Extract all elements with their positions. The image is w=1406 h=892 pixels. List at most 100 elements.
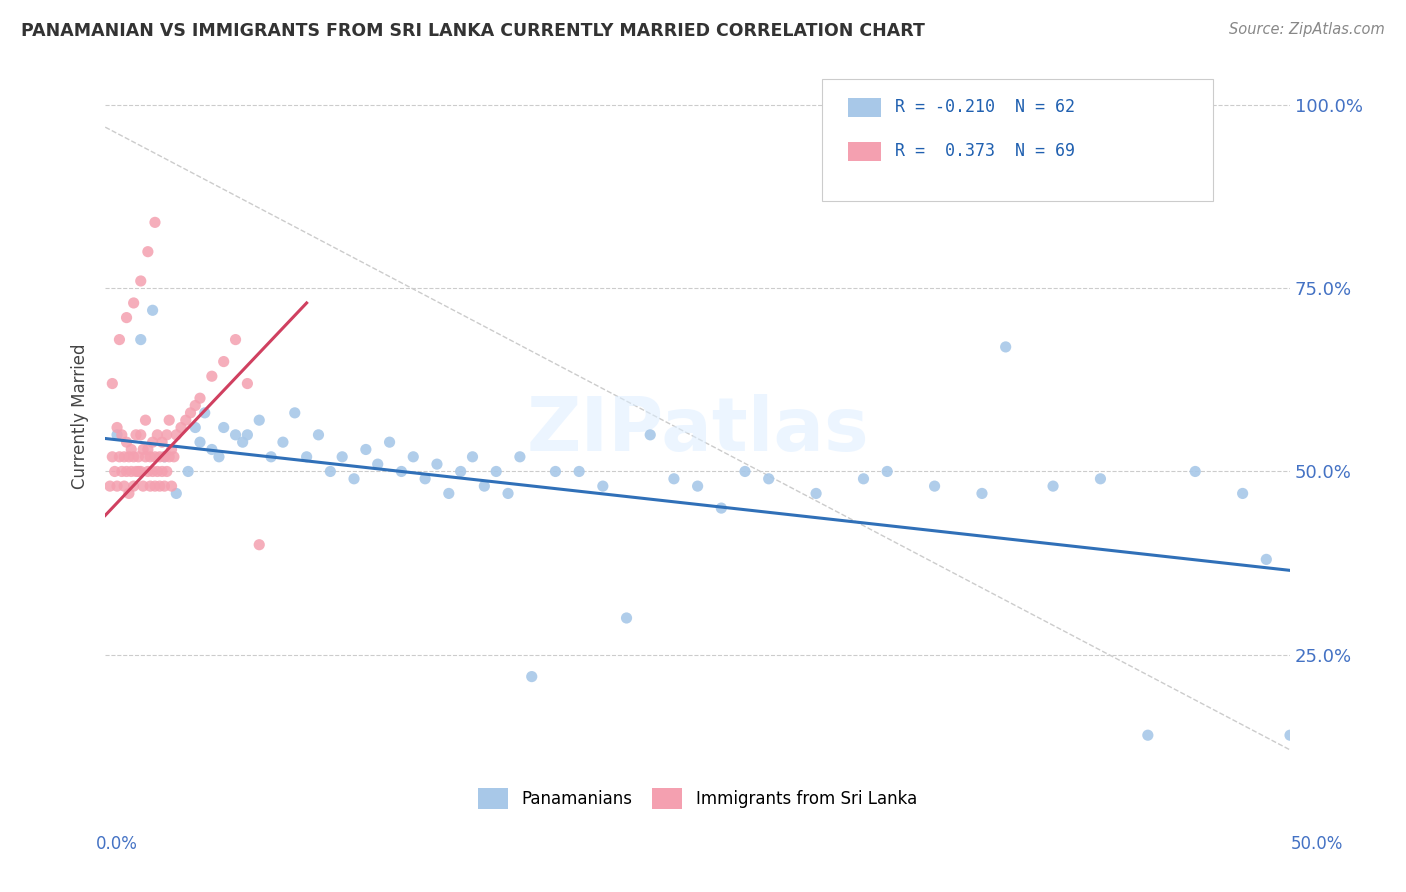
Point bbox=[139, 450, 162, 464]
Point bbox=[142, 303, 165, 318]
Point bbox=[1042, 479, 1064, 493]
Point bbox=[319, 465, 342, 479]
Point bbox=[165, 427, 187, 442]
Point bbox=[247, 413, 270, 427]
Point bbox=[568, 465, 591, 479]
Point bbox=[125, 465, 148, 479]
Point bbox=[194, 406, 217, 420]
Point bbox=[150, 465, 173, 479]
Point bbox=[236, 427, 259, 442]
Point bbox=[170, 420, 193, 434]
FancyBboxPatch shape bbox=[848, 142, 882, 161]
Point bbox=[160, 479, 183, 493]
Point bbox=[472, 479, 495, 493]
Text: 50.0%: 50.0% bbox=[1291, 835, 1343, 853]
Point bbox=[149, 479, 172, 493]
Point bbox=[232, 435, 254, 450]
Point bbox=[143, 479, 166, 493]
Point bbox=[295, 450, 318, 464]
Point bbox=[284, 406, 307, 420]
Point bbox=[710, 501, 733, 516]
Point bbox=[496, 486, 519, 500]
Point bbox=[247, 538, 270, 552]
Point bbox=[156, 465, 179, 479]
Point bbox=[122, 296, 145, 310]
Point bbox=[225, 427, 247, 442]
Point bbox=[115, 465, 138, 479]
Point bbox=[271, 435, 294, 450]
Point bbox=[437, 486, 460, 500]
Point bbox=[153, 450, 176, 464]
Point bbox=[156, 427, 179, 442]
Legend: Panamanians, Immigrants from Sri Lanka: Panamanians, Immigrants from Sri Lanka bbox=[471, 781, 924, 815]
Point bbox=[367, 457, 389, 471]
Point bbox=[876, 465, 898, 479]
Y-axis label: Currently Married: Currently Married bbox=[72, 343, 89, 490]
Point bbox=[212, 354, 235, 368]
Text: 0.0%: 0.0% bbox=[96, 835, 138, 853]
Point bbox=[129, 333, 152, 347]
Point bbox=[136, 442, 159, 457]
FancyBboxPatch shape bbox=[823, 79, 1213, 201]
Point bbox=[111, 465, 134, 479]
Point bbox=[485, 465, 508, 479]
Point bbox=[160, 442, 183, 457]
Point bbox=[212, 420, 235, 434]
Point bbox=[1090, 472, 1112, 486]
Point bbox=[146, 427, 169, 442]
Point bbox=[143, 450, 166, 464]
Point bbox=[134, 450, 156, 464]
Point bbox=[343, 472, 366, 486]
Point bbox=[129, 465, 152, 479]
Point bbox=[592, 479, 614, 493]
Point bbox=[354, 442, 377, 457]
Point bbox=[260, 450, 283, 464]
Point bbox=[544, 465, 567, 479]
Point bbox=[115, 435, 138, 450]
Point bbox=[150, 435, 173, 450]
Point bbox=[98, 479, 121, 493]
Point bbox=[120, 442, 142, 457]
Point bbox=[111, 427, 134, 442]
Point bbox=[180, 406, 202, 420]
Point bbox=[184, 420, 207, 434]
Point bbox=[129, 274, 152, 288]
Point bbox=[208, 450, 231, 464]
Point bbox=[132, 442, 155, 457]
Point bbox=[225, 333, 247, 347]
Point bbox=[105, 479, 128, 493]
Point bbox=[125, 427, 148, 442]
Point bbox=[112, 479, 135, 493]
Point bbox=[509, 450, 531, 464]
Point bbox=[970, 486, 993, 500]
Point bbox=[143, 215, 166, 229]
Point bbox=[157, 450, 180, 464]
Point bbox=[662, 472, 685, 486]
Point bbox=[402, 450, 425, 464]
Point bbox=[188, 391, 211, 405]
Point bbox=[101, 376, 124, 391]
Point bbox=[174, 413, 197, 427]
Point bbox=[188, 435, 211, 450]
Point bbox=[378, 435, 401, 450]
Point bbox=[308, 427, 330, 442]
Point bbox=[153, 450, 176, 464]
Point bbox=[108, 333, 131, 347]
Point bbox=[1136, 728, 1159, 742]
Point bbox=[426, 457, 449, 471]
Point bbox=[136, 465, 159, 479]
Point bbox=[804, 486, 827, 500]
Point bbox=[638, 427, 661, 442]
Point bbox=[758, 472, 780, 486]
Point bbox=[153, 479, 176, 493]
Point bbox=[139, 479, 162, 493]
Point bbox=[127, 450, 149, 464]
Point bbox=[157, 413, 180, 427]
Point bbox=[118, 486, 141, 500]
Text: Source: ZipAtlas.com: Source: ZipAtlas.com bbox=[1229, 22, 1385, 37]
Point bbox=[132, 479, 155, 493]
Point bbox=[149, 450, 172, 464]
Point bbox=[201, 442, 224, 457]
FancyBboxPatch shape bbox=[848, 98, 882, 117]
Text: R =  0.373  N = 69: R = 0.373 N = 69 bbox=[896, 143, 1076, 161]
